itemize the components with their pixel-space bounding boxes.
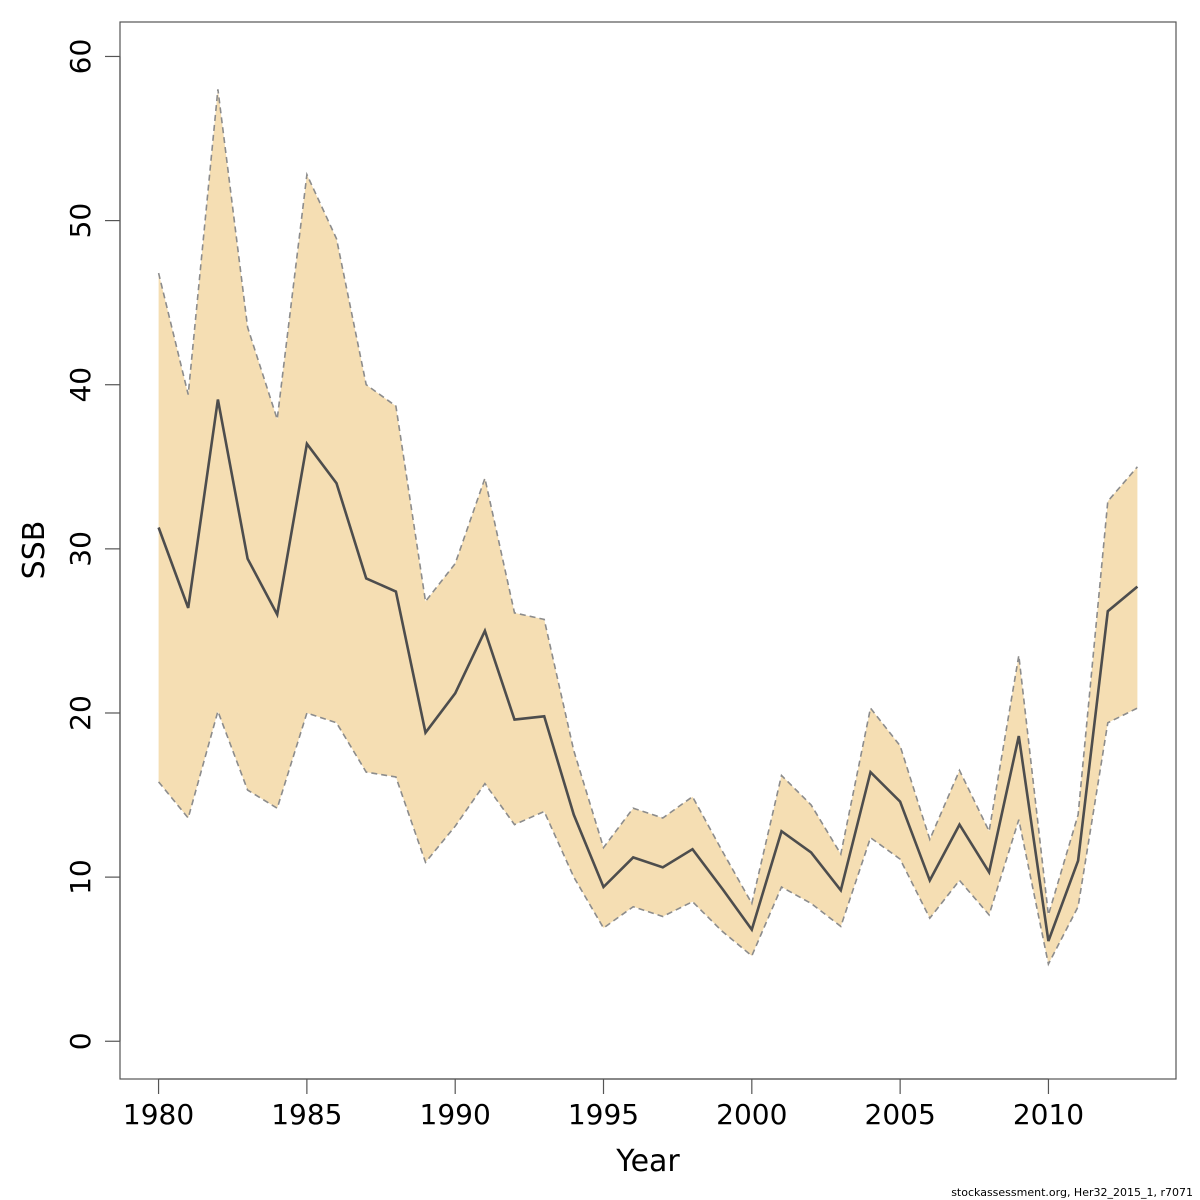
y-axis-title: SSB [17,521,52,580]
y-tick-label: 20 [64,695,97,731]
x-tick-label: 2000 [716,1098,787,1131]
y-tick-label: 40 [64,367,97,403]
source-caption: stockassessment.org, Her32_2015_1, r7071 [951,1186,1193,1199]
y-tick-label: 30 [64,531,97,567]
estimate-line-group [157,399,1139,942]
ssb-estimate-line [157,399,1139,942]
x-axis-title: Year [615,1144,680,1179]
x-tick-label: 1985 [271,1098,342,1131]
y-tick-label: 0 [64,1032,97,1050]
x-tick-label: 2005 [865,1098,936,1131]
x-tick-label: 2010 [1013,1098,1084,1131]
lower-bound-line [157,707,1138,967]
y-tick-label: 50 [64,203,97,239]
x-tick-label: 1995 [568,1098,639,1131]
upper-bound-line [157,89,1139,916]
x-axis: 1980 1985 1990 1995 2000 2005 2010 [123,1078,1084,1131]
y-tick-label: 10 [64,859,97,895]
y-tick-label: 60 [64,39,97,75]
x-tick-label: 1980 [123,1098,194,1131]
confidence-band-group [157,89,1139,967]
y-axis: 0 10 20 30 40 50 60 [64,39,121,1050]
x-tick-label: 1990 [420,1098,491,1131]
confidence-band [158,89,1138,965]
